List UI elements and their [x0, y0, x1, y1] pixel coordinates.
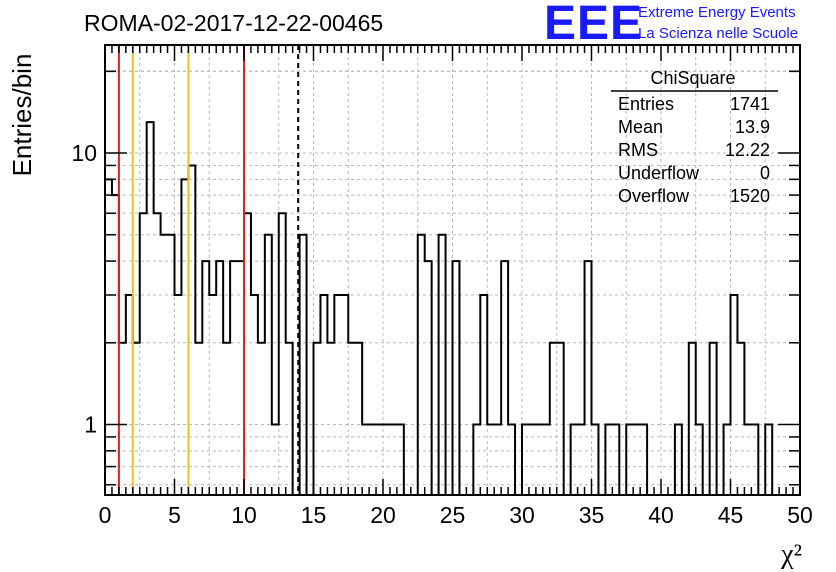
y-tick-label: 10	[71, 140, 97, 166]
x-tick-label: 35	[579, 502, 605, 528]
axes	[104, 44, 801, 496]
eee-logo: EEE	[544, 0, 644, 50]
x-tick-label: 50	[787, 502, 813, 528]
x-tick-label: 20	[370, 502, 396, 528]
x-tick-label: 45	[718, 502, 744, 528]
stats-value-overflow: 1520	[730, 186, 770, 206]
x-tick-label: 5	[168, 502, 181, 528]
marker-lines	[117, 45, 300, 495]
logo-caption-line2: La Scienza nelle Scuole	[638, 25, 799, 42]
stats-value-rms: 12.22	[725, 140, 770, 160]
stats-label-entries: Entries	[618, 94, 674, 114]
y-tick-label: 1	[84, 412, 97, 438]
x-tick-label: 25	[440, 502, 466, 528]
x-tick-label: 40	[648, 502, 674, 528]
x-tick-label: 30	[509, 502, 535, 528]
x-tick-label: 15	[301, 502, 327, 528]
stats-label-mean: Mean	[618, 117, 663, 137]
x-tick-label: 10	[231, 502, 257, 528]
stats-box: ChiSquare Entries 1741 Mean 13.9 RMS 12.22 Unde…	[611, 68, 778, 206]
stats-value-mean: 13.9	[735, 117, 770, 137]
stats-label-underflow: Underflow	[618, 163, 700, 183]
page-title: ROMA-02-2017-12-22-00465	[84, 10, 384, 36]
stats-value-entries: 1741	[730, 94, 770, 114]
stats-label-rms: RMS	[618, 140, 658, 160]
stats-label-overflow: Overflow	[618, 186, 690, 206]
x-axis-label: χ²	[780, 539, 802, 570]
stats-value-underflow: 0	[760, 163, 770, 183]
stats-title: ChiSquare	[650, 68, 735, 88]
logo-caption-line1: Extreme Energy Events	[638, 4, 796, 21]
y-axis-label: Entries/bin	[7, 54, 37, 177]
x-tick-label: 0	[99, 502, 112, 528]
